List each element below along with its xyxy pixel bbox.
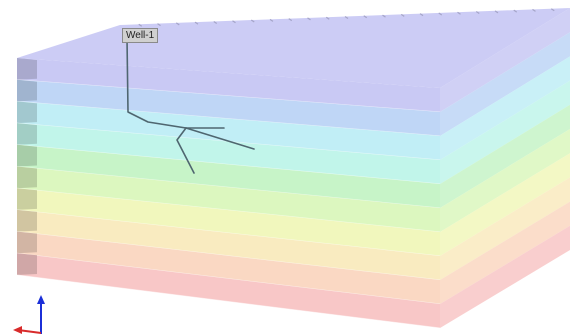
layer-front-9	[17, 231, 440, 304]
layer-side-7	[440, 153, 570, 256]
layer-front-4	[17, 123, 440, 184]
grid-tick	[532, 8, 536, 12]
layer-front-6	[17, 166, 440, 232]
grid-tick	[175, 22, 180, 26]
grid-tick	[344, 16, 349, 19]
grid-tick	[157, 23, 161, 27]
well-branch-1	[126, 37, 187, 129]
grid-tick	[213, 20, 218, 24]
layer-side-10	[440, 225, 570, 328]
layer-side-8	[440, 177, 570, 280]
grid-tick	[325, 16, 330, 20]
grid-tick	[513, 9, 518, 13]
grid-tick	[400, 13, 405, 17]
layer-edge-1	[17, 58, 37, 80]
well-branch-3	[185, 127, 255, 150]
well-branch-4	[176, 127, 195, 174]
layer-edge-7	[17, 188, 37, 210]
grid-tick	[438, 12, 443, 16]
layer-front-5	[17, 144, 440, 208]
layer-side-6	[440, 129, 570, 232]
grid-tick	[382, 14, 386, 18]
axis-z-arrow	[37, 295, 45, 304]
layer-front-8	[17, 209, 440, 280]
layer-edge-4	[17, 123, 37, 145]
well-trajectory[interactable]	[126, 37, 255, 174]
axis-x-arrow	[13, 326, 22, 334]
layer-boundary	[16, 274, 441, 329]
grid-tick	[250, 19, 255, 23]
layer-side-9	[440, 201, 570, 304]
layer-front-3	[17, 101, 440, 160]
layer-edge-2	[17, 79, 37, 102]
layer-front-7	[17, 188, 440, 256]
grid-tick	[194, 21, 199, 25]
grid-tick	[457, 11, 461, 15]
layer-edge-5	[17, 144, 37, 167]
grid-tick	[419, 13, 424, 17]
layer-side-5	[440, 104, 570, 208]
layer-edge-10	[17, 253, 37, 275]
layer-front-1	[17, 58, 440, 112]
layer-side-3	[440, 56, 570, 160]
layer-front-2	[17, 79, 440, 136]
grid-tick	[288, 18, 293, 22]
layer-edge-8	[17, 209, 37, 232]
grid-tick	[475, 11, 480, 15]
orientation-axes	[13, 295, 45, 334]
layer-side-1	[440, 8, 570, 112]
layer-edge-9	[17, 231, 37, 254]
layer-side-4	[440, 80, 570, 184]
grid-tick	[550, 8, 555, 12]
grid-tick	[232, 20, 236, 24]
layer-side-2	[440, 32, 570, 137]
layer-boundary	[16, 252, 441, 305]
layer-front-10	[17, 253, 440, 328]
layer-edge-6	[17, 166, 37, 189]
geological-model[interactable]	[16, 8, 570, 329]
grid-tick	[494, 10, 499, 14]
layer-edge-3	[17, 101, 37, 124]
well-label[interactable]: Well-1	[122, 28, 159, 43]
grid-tick	[138, 23, 143, 27]
grid-tick	[269, 18, 274, 22]
grid-tick	[363, 15, 368, 19]
grid-tick	[307, 17, 311, 21]
